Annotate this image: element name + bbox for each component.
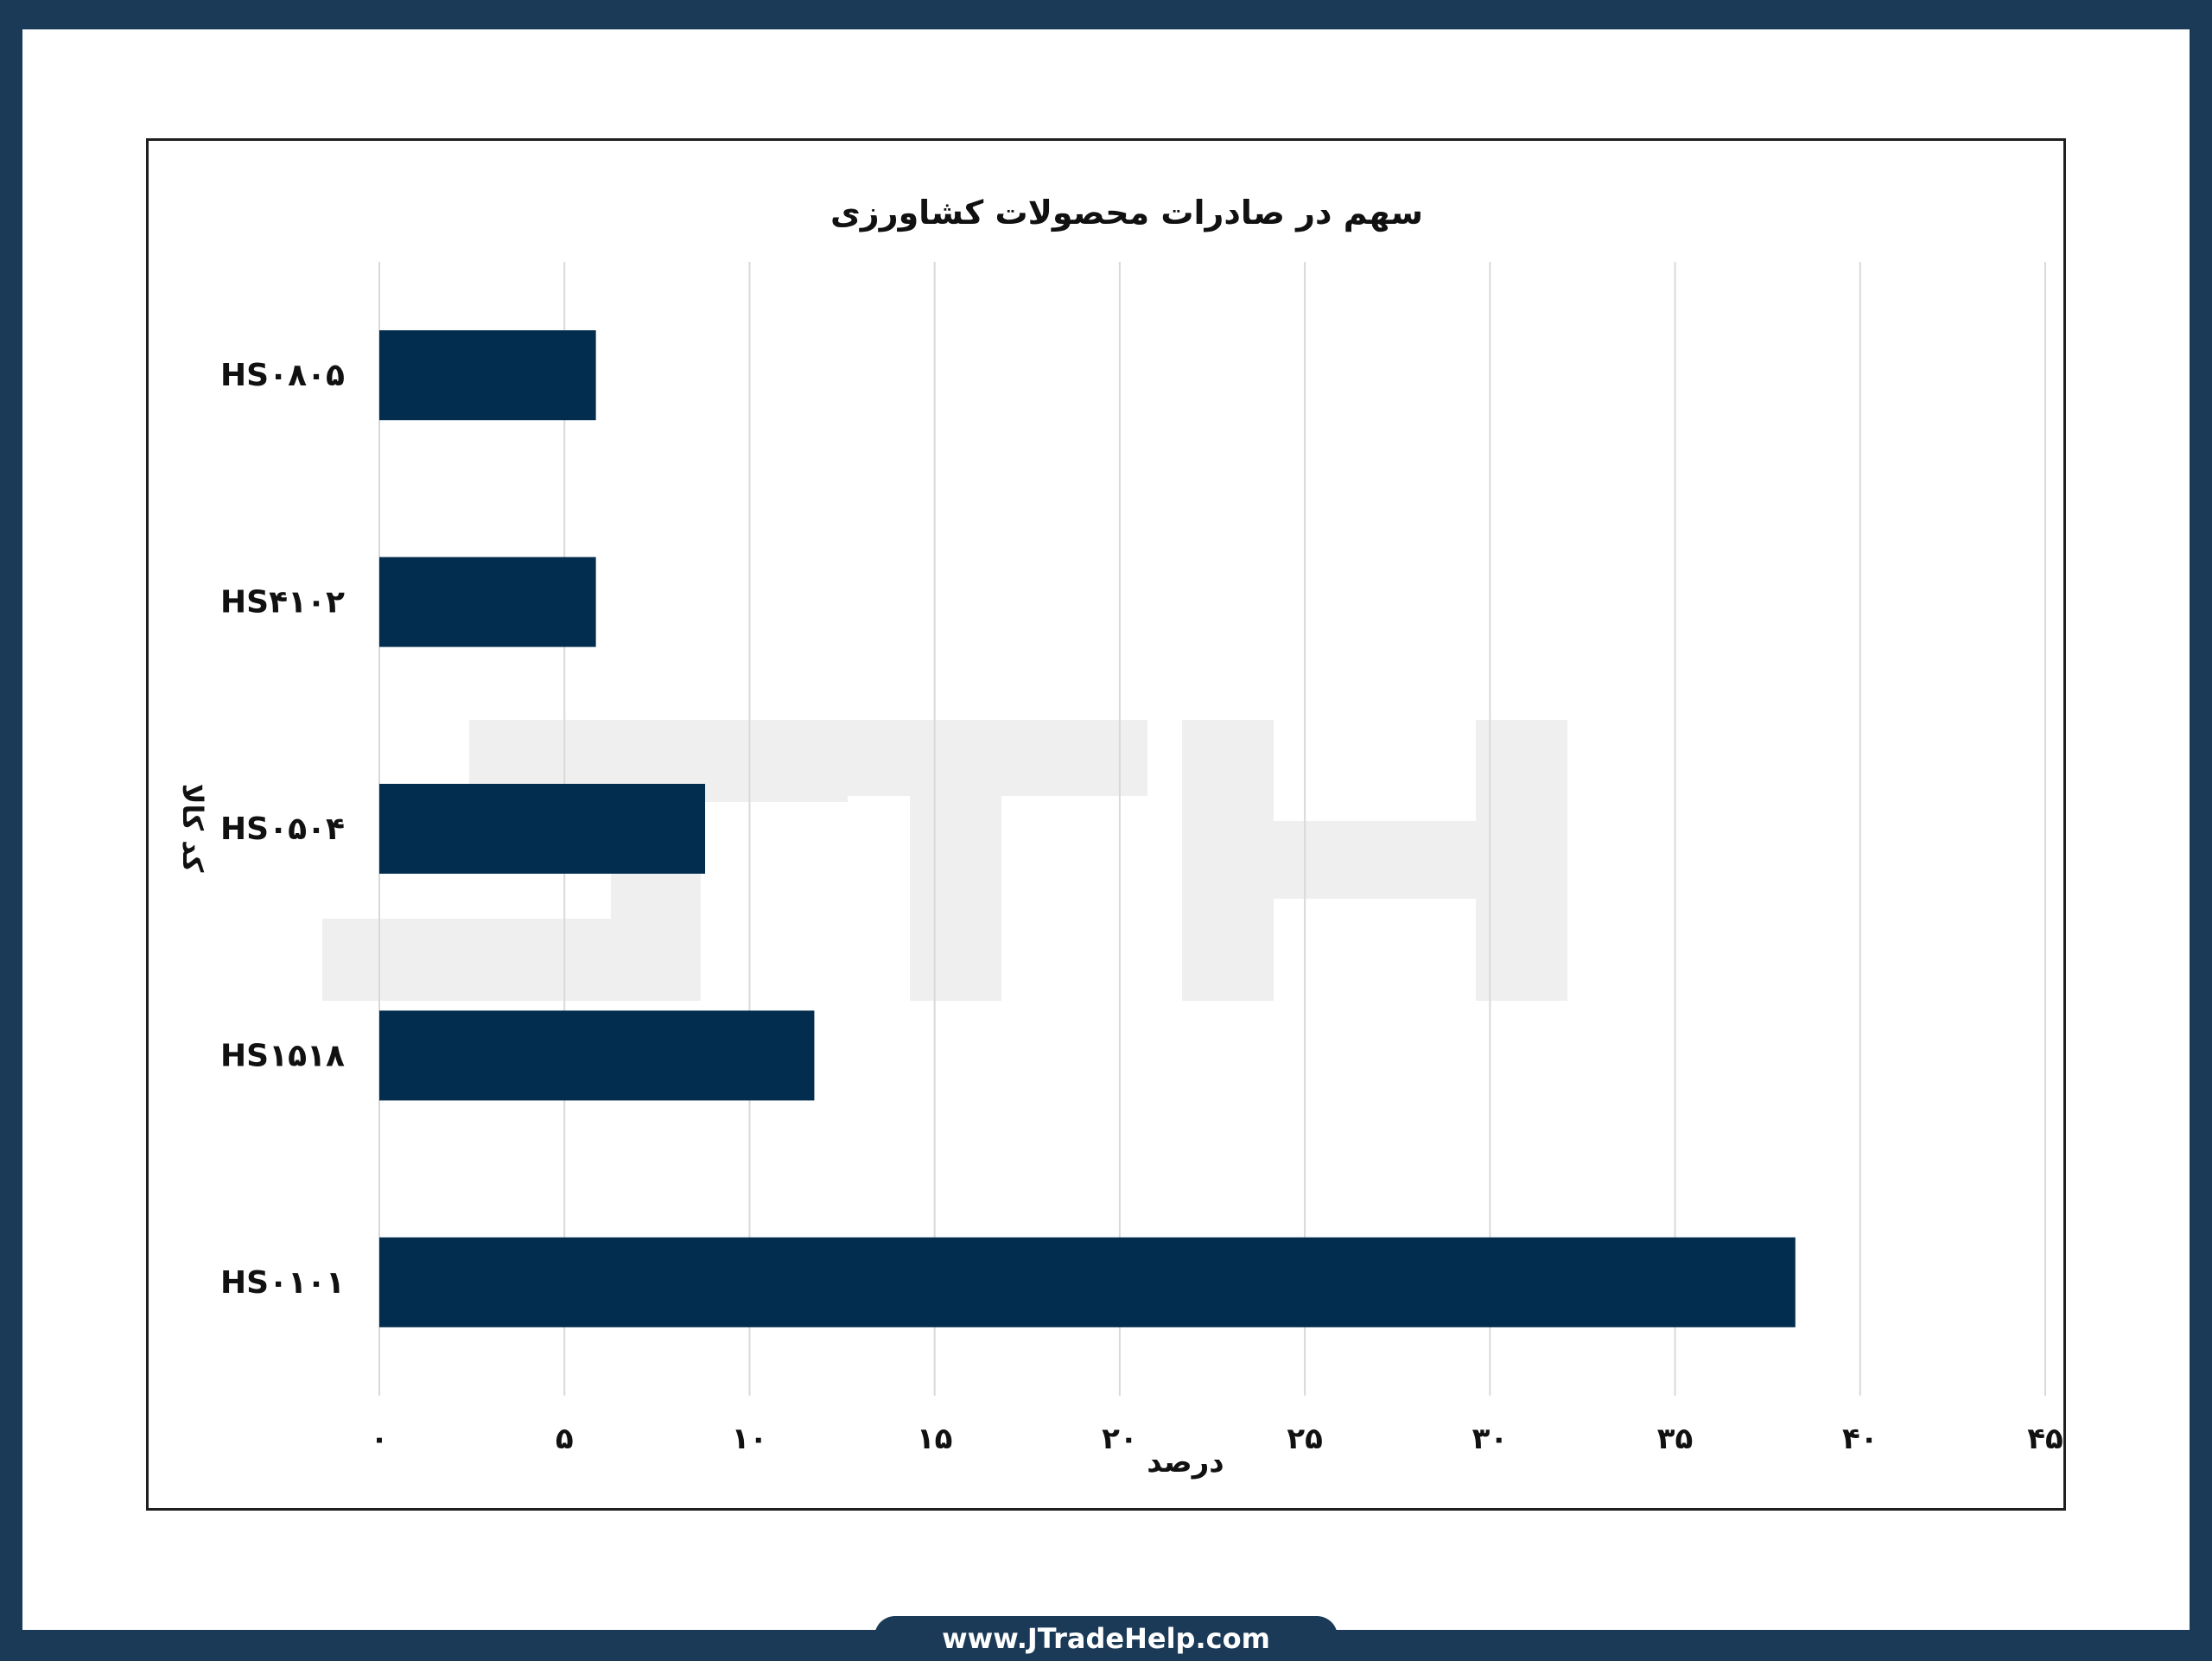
x-axis-title: درصد [1147,1445,1224,1480]
watermark-h-bar [1274,821,1476,899]
y-axis-title: کد کالا [176,784,209,873]
x-tick-label: ۱۵ [917,1422,953,1456]
y-tick-label: HS۱۵۱۸ [220,1038,345,1073]
y-tick-labels: HS۰۸۰۵ HS۴۱۰۲ HS۰۵۰۴ HS۱۵۱۸ HS۰۱۰۱ [220,358,345,1301]
x-tick-label: ۱۰ [732,1422,768,1456]
watermark-h-left [1182,720,1274,1001]
x-tick-label: ۵ [556,1422,574,1456]
x-tick-label: ۲۰ [1102,1422,1138,1456]
x-tick-label: ۳۰ [1472,1422,1509,1456]
y-tick-label: HS۴۱۰۲ [220,585,345,620]
x-tick-labels: ۰ ۵ ۱۰ ۱۵ ۲۰ ۲۵ ۳۰ ۳۵ ۴۰ ۴۵ [371,1422,2063,1456]
x-tick-label: ۴۵ [2027,1422,2063,1456]
watermark-logo [322,720,1567,1001]
y-tick-label: HS۰۸۰۵ [220,358,345,393]
chart-frame: HS۰۸۰۵ HS۴۱۰۲ HS۰۵۰۴ HS۱۵۱۸ HS۰۱۰۱ ۰ ۵ ۱۰ ۱۵ ۲۰ ۲… [146,138,2066,1511]
x-tick-label: ۲۵ [1287,1422,1323,1456]
x-tick-label: ۳۵ [1657,1422,1694,1456]
x-tick-label: ۰ [371,1422,389,1456]
bars [379,330,1796,1327]
chart-title: سهم در صادرات محصولات کشاورزی [830,194,1423,232]
bar [379,330,596,421]
bar [379,784,706,874]
bar [379,1237,1796,1327]
bar [379,557,596,647]
footer-website-link[interactable]: www.JTradeHelp.com [874,1616,1338,1659]
y-tick-label: HS۰۱۰۱ [220,1265,345,1301]
bar [379,1010,815,1101]
bar-chart: HS۰۸۰۵ HS۴۱۰۲ HS۰۵۰۴ HS۱۵۱۸ HS۰۱۰۱ ۰ ۵ ۱۰ ۱۵ ۲۰ ۲… [176,194,2063,1480]
watermark-j-hook [322,919,701,1001]
y-tick-label: HS۰۵۰۴ [220,811,345,847]
page-background: HS۰۸۰۵ HS۴۱۰۲ HS۰۵۰۴ HS۱۵۱۸ HS۰۱۰۱ ۰ ۵ ۱۰ ۱۵ ۲۰ ۲… [22,29,2190,1630]
watermark-h-right [1476,720,1567,1001]
x-tick-label: ۴۰ [1842,1422,1878,1456]
watermark-t-stem [910,720,1001,1001]
